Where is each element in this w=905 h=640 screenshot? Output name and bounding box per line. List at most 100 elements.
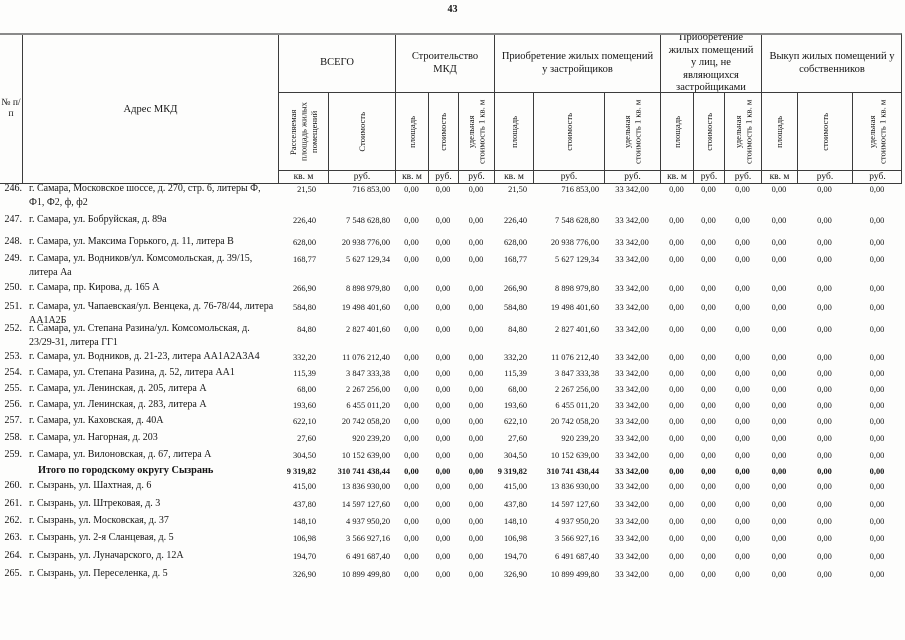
row-value: 0,00 [404,467,419,476]
row-number [0,464,22,478]
row-value: 0,00 [701,238,716,247]
table-row: 249. г. Самара, ул. Водников/ул. Комсомол… [0,252,902,279]
row-value: 0,00 [468,417,484,426]
row-value: 21,50 [508,185,527,194]
row-value: 33 342,00 [615,255,649,264]
row-value: 0,00 [701,185,716,194]
row-value: 0,00 [735,325,750,334]
header-col-address: Адрес МКД [22,35,278,183]
row-value: 0,00 [869,482,885,491]
row-value: 11 076 212,40 [551,353,599,362]
row-value: 0,00 [869,238,885,247]
table-row: 250. г. Самара, пр. Кирова, д. 165 А 266,9… [0,281,902,295]
row-number: 264. [4,550,23,561]
row-value: 33 342,00 [615,216,649,225]
row-value: 0,00 [435,482,451,491]
row-address: г. Самара, ул. Вилоновская, д. 67, литер… [29,449,212,460]
row-value: 20 742 058,20 [341,417,390,426]
row-value: 0,00 [771,401,787,410]
header-group-total: ВСЕГО [278,35,395,92]
row-value: 84,80 [508,325,527,334]
row-value: 0,00 [435,451,451,460]
row-value: 0,00 [435,353,451,362]
table-row: 248. г. Самара, ул. Максима Горького, д. … [0,235,902,249]
row-value: 0,00 [435,570,451,579]
row-value: 0,00 [869,417,885,426]
row-value: 0,00 [669,451,684,460]
header-unit: руб. [724,170,761,183]
row-number: 247. [4,214,23,225]
row-value: 0,00 [869,534,885,543]
row-value: 0,00 [669,238,684,247]
row-value: 584,80 [503,303,527,312]
row-value: 20 938 776,00 [550,238,599,247]
row-value: 0,00 [404,552,419,561]
row-value: 0,00 [735,534,750,543]
row-address: г. Самара, ул. Максима Горького, д. 11, … [29,236,234,247]
row-value: 0,00 [735,552,750,561]
row-value: 415,00 [503,482,527,491]
row-value: 0,00 [869,552,885,561]
row-address: г. Сызрань, ул. Московская, д. 37 [29,515,169,526]
row-value: 0,00 [669,467,684,476]
row-value: 5 627 129,34 [555,255,599,264]
row-address: г. Самара, ул. Ленинская, д. 283, литера… [29,399,207,410]
row-value: 0,00 [771,353,787,362]
row-value: 148,10 [503,517,527,526]
row-value: 0,00 [404,303,419,312]
row-value: 437,80 [503,500,527,509]
header-sub: Расселяемая площадь жилых помещений [278,92,328,170]
row-value: 27,60 [297,434,316,443]
row-value: 0,00 [771,482,787,491]
row-value: 0,00 [735,385,750,394]
row-value: 115,39 [504,369,527,378]
row-value: 0,00 [435,238,451,247]
row-value: 6 491 687,40 [555,552,599,561]
table-row: 255. г. Самара, ул. Ленинская, д. 205, ли… [0,382,902,396]
header-unit: руб. [428,170,458,183]
row-value: 33 342,00 [615,369,649,378]
row-value: 3 847 333,38 [555,369,599,378]
row-value: 0,00 [869,284,885,293]
row-value: 33 342,00 [615,353,649,362]
row-number: 263. [4,532,23,543]
row-value: 2 267 256,00 [555,385,599,394]
row-value: 0,00 [669,284,684,293]
row-address: г. Самара, ул. Каховская, д. 40А [29,415,164,426]
row-value: 4 937 950,20 [346,517,390,526]
row-value: 0,00 [404,401,419,410]
row-value: 0,00 [771,369,787,378]
row-value: 0,00 [701,467,716,476]
table-row: 252. г. Самара, ул. Степана Разина/ул. Ко… [0,322,902,349]
header-unit: кв. м [761,170,797,183]
row-address: г. Самара, ул. Водников, д. 21-23, литер… [29,351,260,362]
row-address: г. Самара, ул. Степана Разина/ул. Комсом… [29,323,250,348]
row-value: 0,00 [701,451,716,460]
row-value: 0,00 [669,385,684,394]
header-unit: руб. [852,170,902,183]
row-number: 256. [4,399,23,410]
row-value: 332,20 [292,353,316,362]
header-unit: руб. [328,170,395,183]
row-number: 248. [4,236,23,247]
row-value: 628,00 [503,238,527,247]
row-value: 0,00 [817,534,832,543]
table-row: 264. г. Сызрань, ул. Луначарского, д. 12А… [0,549,902,563]
row-value: 0,00 [735,517,750,526]
row-value: 0,00 [468,451,484,460]
row-value: 0,00 [435,369,451,378]
row-value: 0,00 [404,434,419,443]
row-value: 226,40 [503,216,527,225]
row-value: 0,00 [468,185,484,194]
row-value: 0,00 [435,284,451,293]
table-row: 257. г. Самара, ул. Каховская, д. 40А 622,… [0,414,902,428]
row-value: 33 342,00 [615,385,649,394]
row-value: 27,60 [508,434,527,443]
row-value: 84,80 [297,325,316,334]
row-address: Итого по городскому округу Сызрань [38,465,214,476]
row-value: 0,00 [669,534,684,543]
header-sub: площадь [494,92,533,170]
row-value: 6 491 687,40 [346,552,390,561]
row-value: 0,00 [468,401,484,410]
row-value: 115,39 [293,369,316,378]
